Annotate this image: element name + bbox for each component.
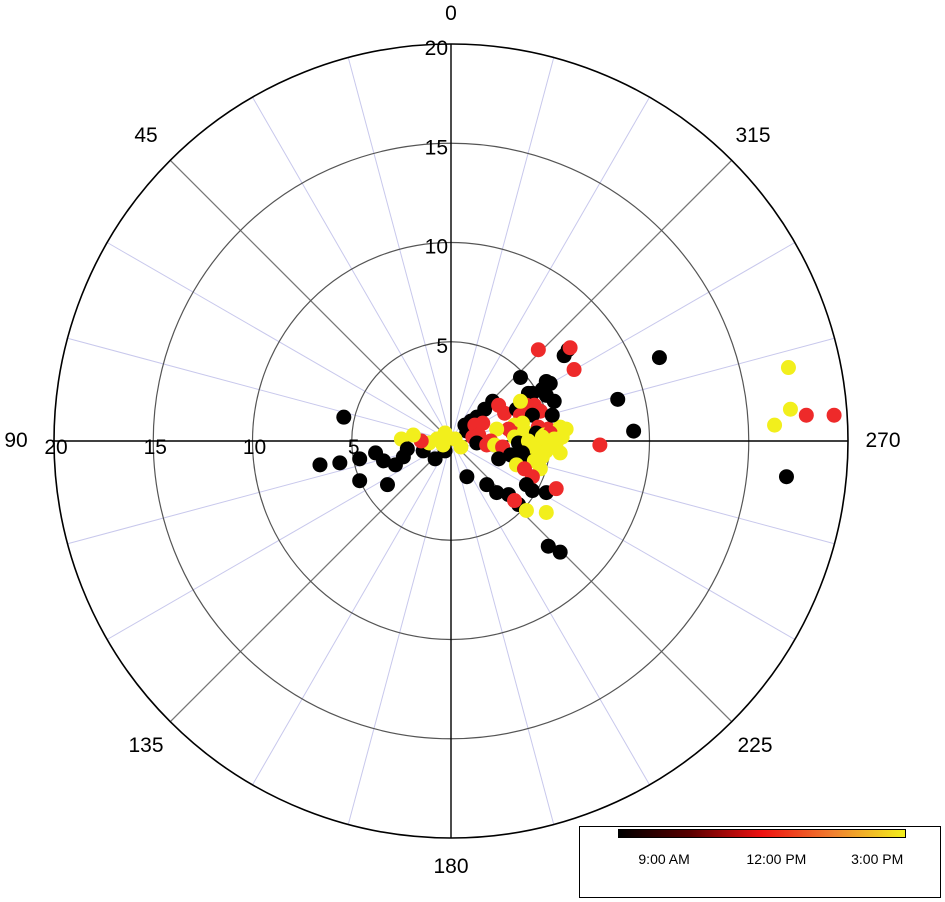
data-point-red: [548, 481, 564, 497]
data-point-black: [379, 477, 395, 493]
data-point-black: [312, 457, 328, 473]
data-point-yellow: [518, 502, 534, 518]
data-point-yellow: [782, 401, 798, 417]
data-point-red: [562, 340, 578, 356]
data-point-red: [530, 342, 546, 358]
angle-label: 0: [445, 2, 457, 25]
radial-tick-label: 20: [44, 436, 67, 459]
data-point-black: [352, 451, 368, 467]
data-point-red: [497, 405, 513, 421]
data-points: [312, 340, 842, 560]
radial-tick-labels: 5 5 10 10 15 15 20 20: [44, 37, 448, 459]
data-point-black: [552, 544, 568, 560]
colorbar-legend: 9:00 AM 12:00 PM 3:00 PM: [579, 826, 941, 898]
data-point-black: [524, 483, 540, 499]
angle-label: 270: [865, 429, 900, 452]
data-point-yellow: [437, 425, 453, 441]
data-point-yellow: [538, 504, 554, 520]
colorbar-label: 12:00 PM: [746, 851, 807, 867]
angle-label: 135: [128, 734, 163, 757]
data-point-black: [542, 375, 558, 391]
data-point-black: [352, 473, 368, 489]
data-point-red: [475, 415, 491, 431]
data-point-black: [459, 469, 475, 485]
radial-tick-label: 5: [436, 335, 448, 358]
data-point-yellow: [767, 417, 783, 433]
data-point-black: [778, 469, 794, 485]
data-point-black: [427, 451, 443, 467]
data-point-yellow: [453, 439, 469, 455]
data-point-yellow: [512, 393, 528, 409]
data-point-black: [610, 391, 626, 407]
radial-tick-label: 15: [144, 436, 167, 459]
data-point-black: [336, 409, 352, 425]
data-point-black: [546, 393, 562, 409]
colorbar-label: 9:00 AM: [638, 851, 690, 867]
data-point-black: [626, 423, 642, 439]
angle-label: 225: [737, 734, 772, 757]
data-point-black: [651, 350, 667, 366]
data-point-red: [826, 407, 842, 423]
colorbar: [618, 829, 906, 838]
colorbar-label: 3:00 PM: [851, 851, 904, 867]
data-point-black: [491, 451, 507, 467]
data-point-black: [387, 457, 403, 473]
data-point-black: [512, 369, 528, 385]
data-point-red: [566, 362, 582, 378]
data-point-red: [507, 493, 523, 509]
data-point-red: [592, 437, 608, 453]
data-point-black: [544, 407, 560, 423]
data-point-yellow: [552, 445, 568, 461]
data-point-black: [332, 455, 348, 471]
data-point-yellow: [405, 427, 421, 443]
radial-tick-label: 5: [348, 436, 360, 459]
angle-label: 315: [735, 124, 770, 147]
data-point-yellow: [780, 360, 796, 376]
angle-labels: 0 45 90 135 180 225 270 315: [4, 2, 900, 878]
radial-tick-label: 15: [425, 136, 448, 159]
angle-label: 45: [134, 124, 157, 147]
data-point-yellow: [435, 437, 451, 453]
data-point-red: [798, 407, 814, 423]
radial-tick-label: 10: [243, 436, 266, 459]
radial-tick-label: 20: [425, 37, 448, 60]
angle-label: 180: [433, 855, 468, 878]
data-point-black: [368, 445, 384, 461]
angle-label: 90: [4, 429, 27, 452]
radial-tick-label: 10: [425, 236, 448, 259]
data-point-black: [540, 538, 556, 554]
data-point-yellow: [489, 421, 505, 437]
data-point-black: [479, 477, 495, 493]
